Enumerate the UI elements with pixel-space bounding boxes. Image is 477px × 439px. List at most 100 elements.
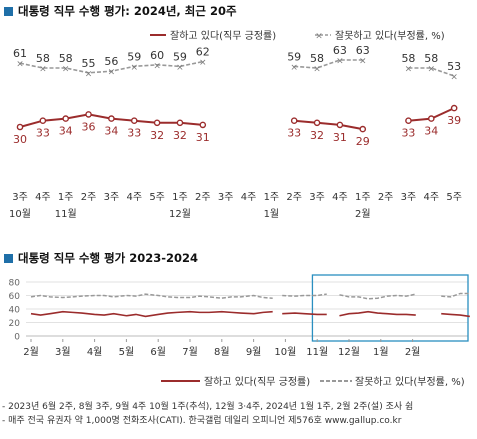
negative-series-line <box>408 67 455 77</box>
x-tick-label: 2주 <box>81 192 97 203</box>
negative-point-marker: × <box>130 63 138 73</box>
positive-point-marker <box>153 119 161 127</box>
x-tick-label: 4주 <box>241 192 257 203</box>
positive-data-label: 33 <box>127 127 141 140</box>
x-month-label: 12월 <box>169 208 191 220</box>
x-tick-label: 3월 <box>55 346 71 358</box>
x-month-label: 1월 <box>264 208 280 220</box>
x-tick-label: 2주 <box>286 192 302 203</box>
positive-data-label: 34 <box>59 125 73 138</box>
x-tick-label: 2주 <box>378 192 394 203</box>
negative-series-line <box>294 59 363 69</box>
negative-data-label: 58 <box>424 52 438 65</box>
y-tick-label: 60 <box>9 292 21 302</box>
positive-point-marker <box>450 104 458 112</box>
chart1-title: 대통령 직무 수행 평가: 2024년, 최근 20주 <box>18 4 237 18</box>
positive-data-label: 32 <box>150 129 164 142</box>
negative-data-label: 58 <box>36 52 50 65</box>
positive-point-marker <box>85 111 92 118</box>
x-tick-label: 3주 <box>218 192 234 203</box>
x-tick-label: 3주 <box>12 192 28 203</box>
positive-point-marker <box>427 115 435 122</box>
positive-data-label: 32 <box>173 129 187 142</box>
negative-point-marker: × <box>85 69 93 79</box>
negative-point-marker: × <box>405 65 413 75</box>
positive-data-label: 33 <box>287 127 301 140</box>
positive-data-label: 34 <box>424 125 438 138</box>
positive-series-line <box>282 312 327 316</box>
negative-point-marker: × <box>450 73 458 83</box>
x-tick-label: 4주 <box>332 192 348 203</box>
negative-data-label: 58 <box>59 52 73 65</box>
legend-positive-label: 잘하고 있다(직무 긍정률) <box>170 29 276 42</box>
positive-point-marker <box>336 121 344 129</box>
negative-data-label: 62 <box>196 46 210 59</box>
recent-period-highlight-box <box>311 274 469 342</box>
x-tick-label: 2주 <box>195 192 211 203</box>
negative-data-label: 58 <box>310 52 324 65</box>
positive-data-label: 32 <box>310 129 324 142</box>
negative-data-label: 53 <box>447 60 461 73</box>
x-tick-label: 5월 <box>119 346 135 358</box>
chart2-title-row: 대통령 직무 수행 평가 2023-2024 <box>4 250 198 266</box>
negative-point-marker: × <box>153 61 161 71</box>
negative-series-line <box>282 293 327 297</box>
positive-series-line <box>294 119 363 131</box>
title-bullet-icon <box>4 253 13 263</box>
positive-data-label: 29 <box>356 135 370 148</box>
x-tick-label: 4월 <box>87 346 103 358</box>
negative-data-label: 55 <box>82 57 96 70</box>
negative-point-marker: × <box>108 68 116 78</box>
y-tick-label: 80 <box>9 279 21 289</box>
positive-data-label: 34 <box>104 125 118 138</box>
x-tick-label: 2월 <box>23 346 39 358</box>
negative-series-line <box>30 293 273 299</box>
positive-data-label: 36 <box>82 120 96 133</box>
positive-point-marker <box>130 117 138 124</box>
positive-data-label: 33 <box>401 127 415 140</box>
negative-point-marker: × <box>428 65 436 75</box>
approval-charts-canvas: 잘하고 있다(직무 긍정률) × 잘못하고 있다(부정률, %)×61×58×58×… <box>9 29 470 388</box>
legend-positive-label: 잘하고 있다(직무 긍정률) <box>204 375 310 388</box>
negative-point-marker: × <box>313 65 321 75</box>
positive-data-label: 31 <box>196 131 210 144</box>
x-tick-label: 6월 <box>150 346 166 358</box>
positive-data-label: 30 <box>13 133 27 146</box>
negative-data-label: 56 <box>104 55 118 68</box>
negative-data-label: 61 <box>13 47 27 60</box>
negative-point-marker: × <box>16 60 24 70</box>
x-tick-label: 3주 <box>401 192 417 203</box>
positive-series-line <box>339 310 416 317</box>
x-tick-label: 4주 <box>35 192 51 203</box>
negative-data-label: 59 <box>127 50 141 63</box>
footnotes: - 2023년 6월 2주, 8월 3주, 9월 4주 10월 1주(추석), … <box>2 400 413 428</box>
x-month-label: 10월 <box>9 208 31 220</box>
negative-point-marker: × <box>62 65 70 75</box>
legend-negative-label: 잘못하고 있다(부정률, %) <box>335 29 445 42</box>
x-month-label: 2월 <box>355 208 371 220</box>
x-tick-label: 8월 <box>214 346 230 358</box>
negative-point-marker: × <box>359 57 367 67</box>
positive-data-label: 39 <box>447 114 461 127</box>
x-tick-label: 1주 <box>264 192 280 203</box>
positive-point-marker <box>199 121 207 129</box>
x-month-label: 11월 <box>55 208 77 220</box>
x-tick-label: 1주 <box>172 192 188 203</box>
negative-point-marker: × <box>336 57 344 67</box>
negative-point-marker: × <box>39 65 47 75</box>
negative-series-line <box>441 292 470 298</box>
x-tick-label: 5주 <box>446 192 462 203</box>
y-tick-label: 40 <box>9 306 21 316</box>
negative-data-label: 63 <box>356 44 370 57</box>
footnote: - 2023년 6월 2주, 8월 3주, 9월 4주 10월 1주(추석), … <box>2 402 414 412</box>
title-bullet-icon <box>4 6 13 16</box>
x-tick-label: 3주 <box>309 192 325 203</box>
x-tick-label: 4주 <box>126 192 142 203</box>
x-tick-label: 12월 <box>338 346 360 358</box>
positive-point-marker <box>62 115 69 122</box>
x-tick-label: 2월 <box>405 346 421 358</box>
positive-point-marker <box>16 123 24 131</box>
x-tick-label: 3주 <box>104 192 120 203</box>
x-tick-label: 5주 <box>149 192 165 203</box>
x-tick-label: 10월 <box>274 346 296 358</box>
